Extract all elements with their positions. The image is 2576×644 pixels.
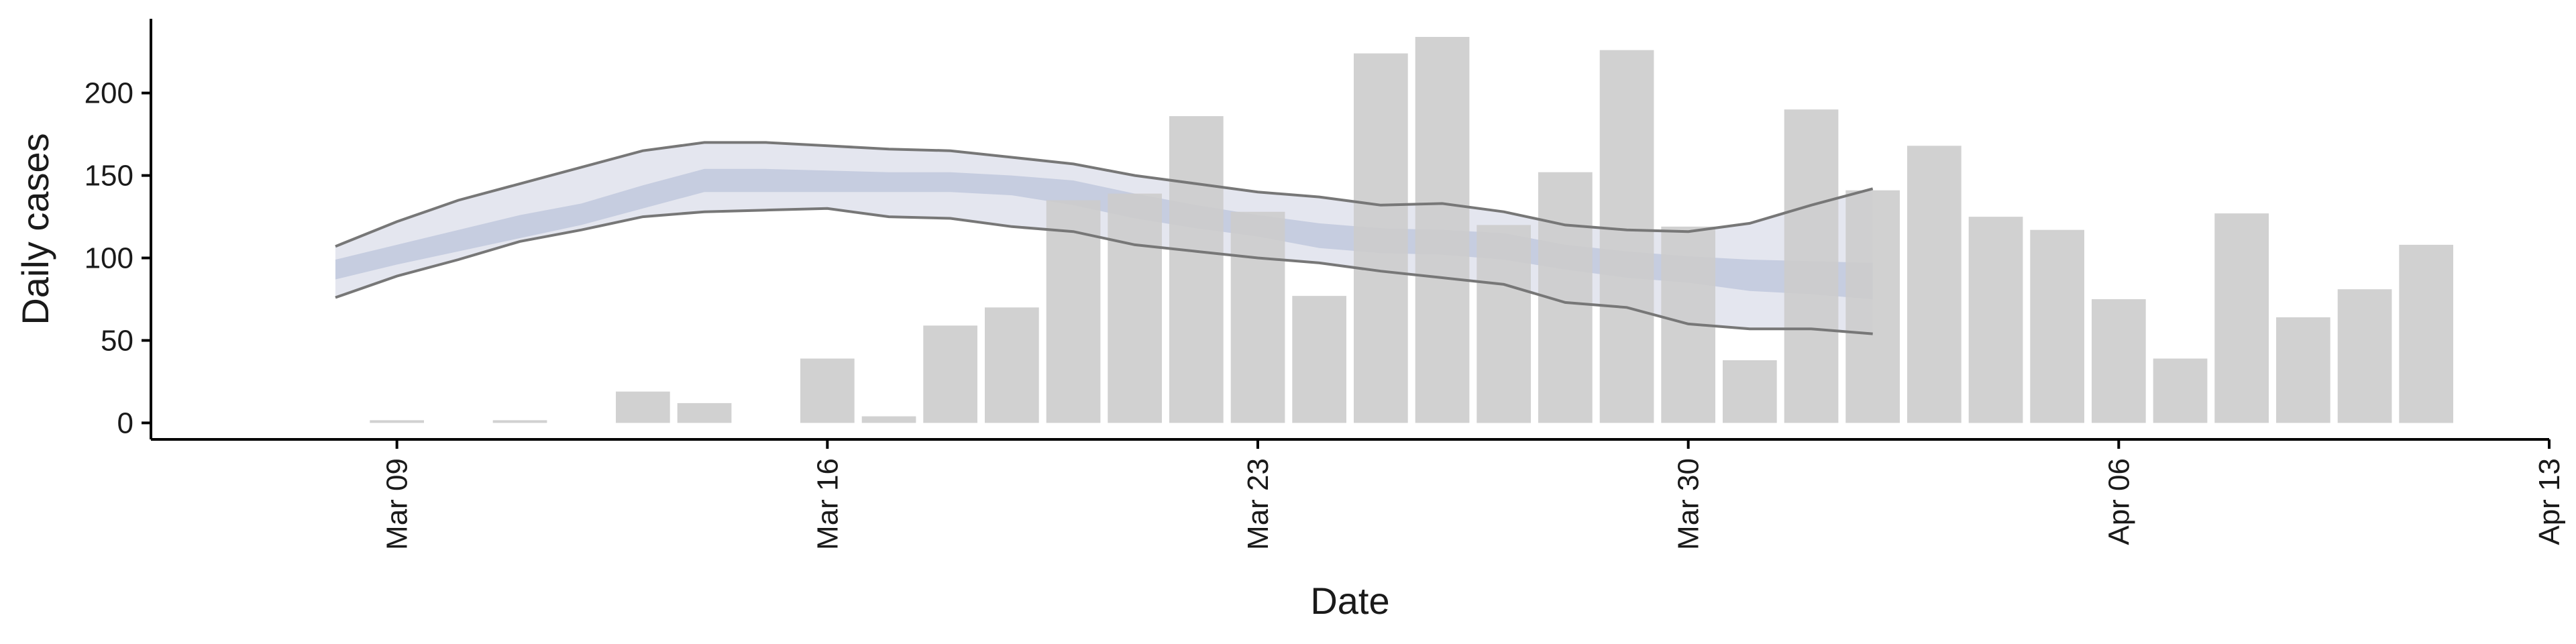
x-axis-title: Date xyxy=(1310,580,1389,622)
case-bar xyxy=(1230,211,1285,423)
case-bar xyxy=(1354,53,1408,423)
y-tick-label: 200 xyxy=(85,77,133,110)
x-tick-label: Mar 09 xyxy=(381,458,414,550)
case-bar xyxy=(2337,289,2392,423)
case-bar xyxy=(1046,200,1101,423)
case-bar xyxy=(923,325,977,423)
case-bar xyxy=(2276,317,2330,423)
x-tick-label: Mar 23 xyxy=(1242,458,1275,550)
case-bar xyxy=(616,391,670,423)
x-tick-label: Apr 13 xyxy=(2533,458,2566,545)
case-bar xyxy=(2153,358,2208,423)
x-tick-label: Mar 16 xyxy=(811,458,844,550)
y-tick-label: 100 xyxy=(85,242,133,275)
y-tick-label: 0 xyxy=(117,407,133,439)
daily-case-bars xyxy=(370,37,2453,423)
inner-interval-area xyxy=(335,168,1873,299)
case-bar xyxy=(677,402,732,423)
x-tick-label: Mar 30 xyxy=(1672,458,1705,550)
case-bar xyxy=(2092,299,2146,423)
y-tick-label: 150 xyxy=(85,160,133,193)
case-bar xyxy=(1968,217,2023,423)
case-bar xyxy=(861,416,916,423)
case-bar xyxy=(985,307,1039,423)
case-bar xyxy=(1845,190,1900,423)
lower-interval-line xyxy=(335,207,1873,335)
x-tick-label: Apr 06 xyxy=(2102,458,2135,545)
case-bar xyxy=(2399,244,2453,423)
case-bar xyxy=(1723,360,1777,423)
case-bar xyxy=(1907,146,1962,423)
upper-interval-line xyxy=(335,141,1874,248)
case-bar xyxy=(2030,229,2084,423)
case-bar xyxy=(1599,50,1654,423)
y-axis-title: Daily cases xyxy=(14,133,56,325)
case-bar xyxy=(1784,109,1839,423)
y-tick-label: 50 xyxy=(101,324,133,357)
case-bar xyxy=(2214,213,2269,423)
case-bar xyxy=(1477,225,1531,423)
y-axis-ticks: 0 50 100 150 200 xyxy=(85,77,151,439)
case-bar xyxy=(1415,37,1470,423)
axes xyxy=(150,19,2549,441)
x-axis-ticks: Mar 09 Mar 16 Mar 23 Mar 30 Apr 06 Apr 13 xyxy=(381,439,2566,550)
case-bar xyxy=(1108,193,1162,423)
case-bar xyxy=(1169,116,1224,423)
case-bar xyxy=(1292,296,1346,423)
case-bar xyxy=(800,358,855,423)
case-bar xyxy=(492,420,547,423)
case-bar xyxy=(370,420,424,423)
estimate-interval-lines xyxy=(335,141,1874,335)
